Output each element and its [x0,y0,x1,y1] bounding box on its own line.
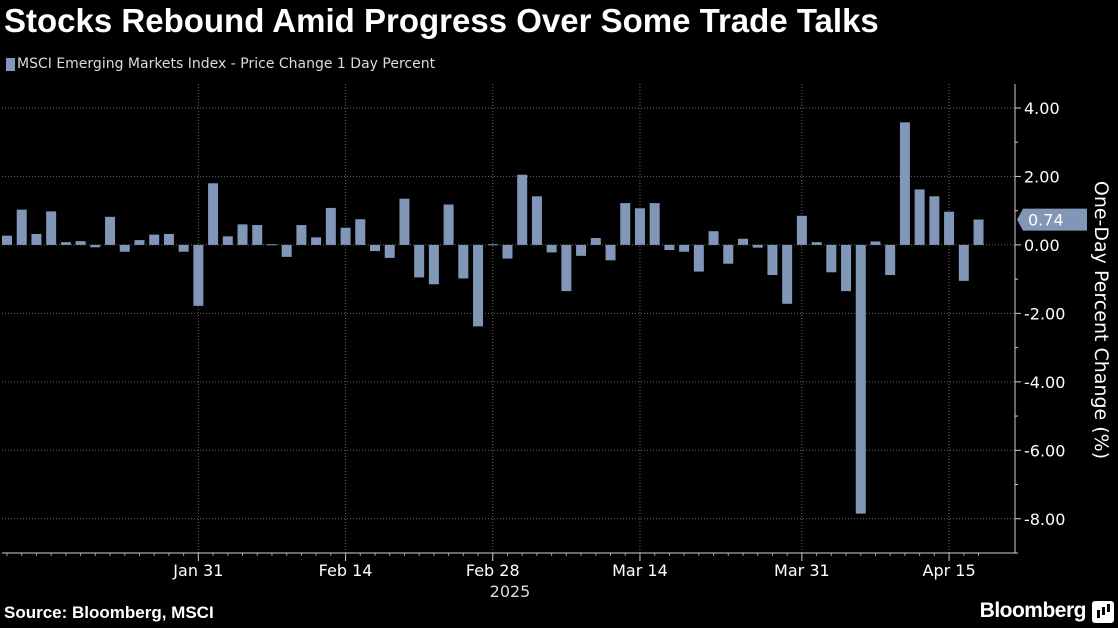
bar [723,244,734,264]
bar [2,235,12,245]
bar [237,224,248,245]
bar [384,244,395,258]
bar [355,219,366,245]
y-tick-label: -6.00 [1024,441,1065,460]
y-tick-label: 2.00 [1024,167,1060,186]
bar [252,225,263,245]
bar [546,244,557,253]
bar [561,244,572,292]
bar [929,196,940,245]
bar-series [2,122,984,514]
bar [870,241,881,245]
bar [841,244,852,292]
bar [149,234,160,245]
bar [60,242,71,245]
bar [958,244,969,281]
bar [855,244,866,514]
bar [620,203,631,245]
bar [119,244,130,252]
source-note: Source: Bloomberg, MSCI [4,603,214,622]
legend: MSCI Emerging Markets Index - Price Chan… [6,56,435,72]
bar [752,244,763,248]
bar [90,244,101,248]
bar [311,237,322,245]
last-value-text: 0.74 [1028,211,1064,230]
bar [899,122,910,245]
bar [605,244,616,261]
bar [664,244,675,251]
chart-title: Stocks Rebound Amid Progress Over Some T… [4,2,879,39]
y-tick-label: 0.00 [1024,236,1060,255]
bar [16,209,27,245]
last-value-box [1017,208,1087,231]
last-value-label: 0.74 [1017,208,1087,231]
bar [163,233,174,245]
bar [325,207,336,245]
bar [193,244,204,306]
brand-logo: Bloomberg [979,599,1087,622]
bar [796,215,807,245]
bar [75,241,86,245]
x-tick-label: Apr 15 [923,561,976,580]
bar [31,233,42,245]
bar [208,183,219,245]
bar [473,244,484,327]
bar [340,227,351,245]
bar [458,244,469,279]
bar [105,216,116,245]
bar [134,240,145,245]
legend-label: MSCI Emerging Markets Index - Price Chan… [17,56,436,72]
axes: 4.00 2.00 0.00 -2.00 -4.00 -6.00 -8.00 Jan 31 Fe… [2,84,1087,580]
bar [178,244,189,252]
bar [590,238,601,245]
bar [885,244,896,276]
bar [708,231,719,245]
bloomberg-chart-icon [1092,601,1114,623]
y-axis-label: One-Day Percent Change (%) [1090,181,1112,459]
bar [973,219,984,245]
bar [649,203,660,245]
y-tick-label: 4.00 [1024,99,1060,118]
bar [679,244,690,252]
legend-swatch [6,57,15,71]
bar [266,244,277,246]
bar [767,244,778,276]
x-tick-label: Mar 14 [612,561,668,580]
x-tick-label: Mar 31 [774,561,830,580]
bar [502,244,513,259]
bar [281,244,292,257]
bar [531,196,542,245]
bar [517,174,528,245]
x-tick-label: Jan 31 [172,561,223,580]
bar [399,198,410,245]
bar [370,244,380,252]
bar [414,244,425,278]
bar [443,204,454,245]
bar [693,244,704,272]
y-tick-label: -4.00 [1024,373,1065,392]
bar [914,189,925,245]
bar [782,244,793,304]
x-tick-label: Feb 28 [466,561,520,580]
bar [487,244,498,246]
x-axis-year-label: 2025 [490,582,531,601]
bar [811,242,822,245]
bar [826,244,837,273]
y-tick-label: -8.00 [1024,510,1065,529]
y-tick-label: -2.00 [1024,304,1065,323]
x-tick-label: Feb 14 [319,561,373,580]
bar [944,211,955,245]
bar [634,208,645,245]
bar [222,236,233,245]
bar [296,225,307,245]
bar [46,211,57,245]
bar [738,238,748,245]
bar [428,244,439,285]
bar [576,244,587,256]
